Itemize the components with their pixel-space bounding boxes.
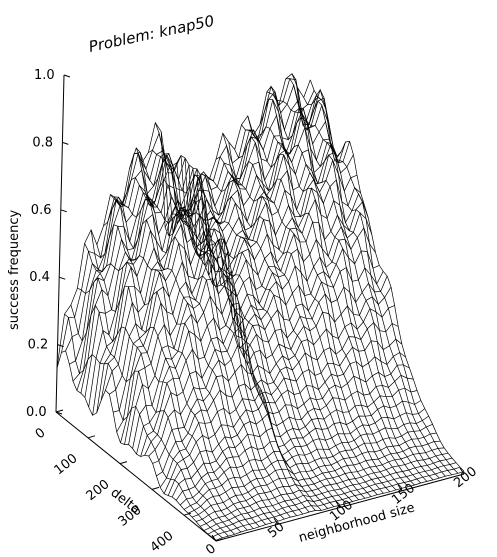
delta-tick-mark (87, 435, 96, 439)
surface-column-line (291, 73, 446, 477)
neighborhood-tick-mark (459, 467, 465, 475)
surface-column-line (196, 173, 353, 502)
surface-column-line (303, 89, 459, 474)
surface-column-line (129, 153, 285, 520)
surface-column-line (228, 141, 384, 494)
surface-column-line (241, 124, 397, 491)
neighborhood-tick-label: 0 (203, 541, 219, 557)
surface-column-line (70, 304, 229, 537)
delta-axis: 0100200300400500 delta (33, 409, 224, 557)
z-tick-mark (59, 276, 66, 280)
surface-column-line (110, 194, 266, 525)
surface-column-line (278, 100, 434, 481)
surface-column-line (171, 206, 328, 509)
surface-column-line (189, 189, 347, 504)
z-axis-line (55, 74, 65, 413)
surface-row-line (88, 126, 342, 408)
surface-column-line (90, 229, 248, 531)
surface-column-line (77, 277, 235, 535)
delta-tick-label: 0 (33, 425, 49, 442)
surface-column-line (177, 200, 335, 507)
chart-title: Problem: knap50 (87, 12, 216, 56)
z-tick-label: 0.2 (28, 338, 49, 353)
surface-column-line (234, 136, 390, 493)
delta-tick-label: 100 (52, 451, 81, 478)
surface-column-line (56, 350, 217, 541)
delta-tick-mark (183, 512, 192, 516)
surface-column-line (116, 197, 273, 524)
neighborhood-axis-label: neighborhood size (297, 500, 416, 545)
surface-column-line (266, 85, 421, 484)
surface-row-line (56, 73, 311, 369)
z-tick-label: 0.0 (26, 405, 47, 420)
surface-column-line (285, 78, 440, 479)
z-axis-label: success frequency (7, 210, 22, 330)
neighborhood-tick-label: 200 (451, 464, 480, 491)
surface-column-line (103, 198, 260, 527)
z-tick-label: 0.4 (29, 270, 50, 285)
z-tick-label: 0.6 (31, 203, 52, 218)
surface-mesh (56, 73, 465, 541)
neighborhood-tick-mark (397, 484, 403, 492)
z-tick-label: 0.8 (32, 135, 53, 150)
surface-column-line (64, 313, 223, 539)
surface-column-line (247, 115, 403, 489)
surface-column-line (253, 126, 409, 487)
surface-column-line (309, 79, 465, 472)
delta-tick-label: 200 (84, 477, 113, 504)
surface-column-line (164, 215, 322, 511)
delta-tick-mark (55, 409, 64, 413)
delta-tick-mark (151, 486, 160, 490)
delta-tick-mark (119, 461, 128, 465)
surface-column-line (148, 149, 304, 515)
surface-column-line (183, 211, 341, 506)
surface-column-line (135, 147, 291, 518)
surface-column-line (297, 88, 452, 476)
surface-column-line (84, 243, 242, 533)
surface-column-line (122, 177, 279, 522)
z-tick-mark (63, 74, 71, 78)
surface-column-line (203, 171, 359, 501)
neighborhood-tick-mark (335, 501, 341, 508)
z-tick-mark (60, 209, 67, 213)
surface-column-line (209, 178, 366, 499)
surface-column-line (272, 94, 428, 482)
neighborhood-tick-mark (211, 534, 217, 542)
surface-column-line (96, 224, 254, 529)
neighborhood-tick-mark (273, 517, 279, 525)
surface-column-line (154, 122, 310, 513)
surface-column-line (215, 156, 372, 497)
z-tick-label: 1.0 (34, 68, 55, 83)
z-tick-mark (62, 141, 69, 145)
delta-axis-line (55, 411, 217, 542)
surface-column-line (222, 133, 378, 495)
delta-tick-label: 400 (148, 529, 177, 556)
surface-column-line (141, 154, 297, 516)
z-axis: 0.0 0.2 0.4 0.6 0.8 1.0 success frequency (7, 68, 71, 420)
